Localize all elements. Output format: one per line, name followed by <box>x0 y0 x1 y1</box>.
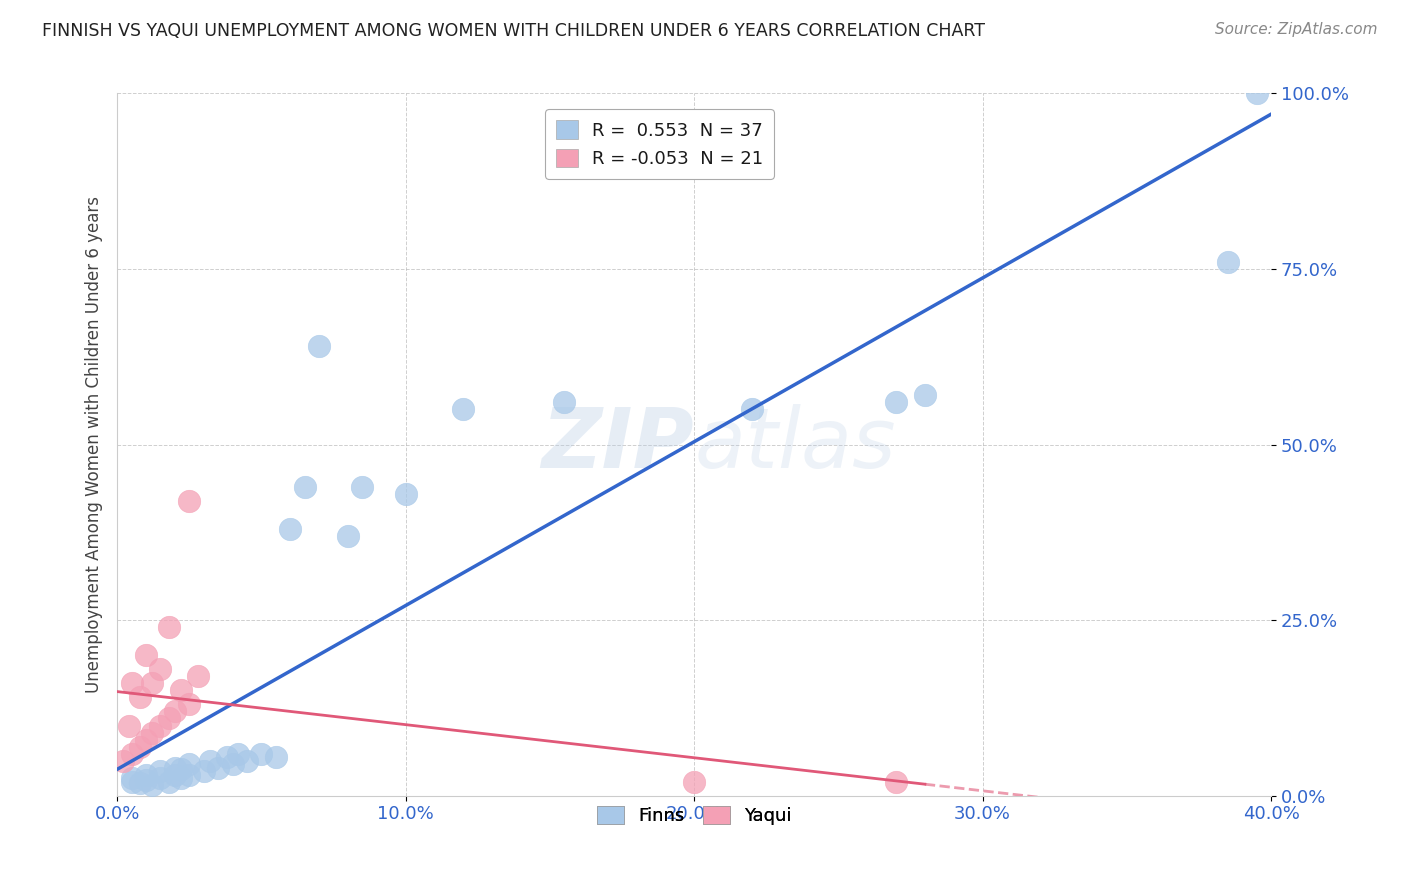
Point <box>1216 255 1239 269</box>
Point <box>215 750 238 764</box>
Point <box>884 395 907 409</box>
Point <box>135 732 157 747</box>
Point <box>179 698 201 712</box>
Point <box>250 747 273 761</box>
Point <box>553 395 575 409</box>
Point <box>157 711 180 725</box>
Point <box>308 339 330 353</box>
Point <box>169 771 191 785</box>
Text: Source: ZipAtlas.com: Source: ZipAtlas.com <box>1215 22 1378 37</box>
Point <box>264 750 287 764</box>
Point <box>141 725 163 739</box>
Legend: Finns, Yaqui: Finns, Yaqui <box>589 798 799 832</box>
Point <box>157 774 180 789</box>
Point <box>179 757 201 772</box>
Point <box>135 773 157 788</box>
Point <box>221 757 243 772</box>
Point <box>187 669 209 683</box>
Point <box>193 764 215 779</box>
Point <box>395 487 418 501</box>
Point <box>157 620 180 634</box>
Point <box>121 771 143 785</box>
Point <box>683 774 706 789</box>
Point <box>228 747 250 761</box>
Point <box>352 480 374 494</box>
Point <box>121 774 143 789</box>
Point <box>294 480 316 494</box>
Point <box>741 402 763 417</box>
Point <box>111 754 134 768</box>
Point <box>135 767 157 781</box>
Point <box>141 778 163 792</box>
Point <box>163 705 186 719</box>
Point <box>163 761 186 775</box>
Point <box>121 747 143 761</box>
Point <box>336 529 359 543</box>
Point <box>129 776 152 790</box>
Text: atlas: atlas <box>695 404 896 485</box>
Point <box>121 676 143 690</box>
Point <box>453 402 475 417</box>
Point <box>179 493 201 508</box>
Point <box>914 388 936 402</box>
Point <box>278 522 301 536</box>
Text: FINNISH VS YAQUI UNEMPLOYMENT AMONG WOMEN WITH CHILDREN UNDER 6 YEARS CORRELATIO: FINNISH VS YAQUI UNEMPLOYMENT AMONG WOME… <box>42 22 986 40</box>
Point <box>236 754 259 768</box>
Point <box>198 754 221 768</box>
Point <box>179 767 201 781</box>
Point <box>149 764 172 779</box>
Point <box>163 767 186 781</box>
Y-axis label: Unemployment Among Women with Children Under 6 years: Unemployment Among Women with Children U… <box>86 196 103 693</box>
Point <box>207 761 229 775</box>
Point <box>129 739 152 754</box>
Point <box>169 683 191 698</box>
Point <box>118 718 141 732</box>
Point <box>884 774 907 789</box>
Point <box>141 676 163 690</box>
Text: ZIP: ZIP <box>541 404 695 485</box>
Point <box>135 648 157 663</box>
Point <box>1246 87 1268 101</box>
Point <box>149 662 172 676</box>
Point <box>129 690 152 705</box>
Point <box>149 718 172 732</box>
Point <box>149 771 172 785</box>
Point <box>169 762 191 776</box>
